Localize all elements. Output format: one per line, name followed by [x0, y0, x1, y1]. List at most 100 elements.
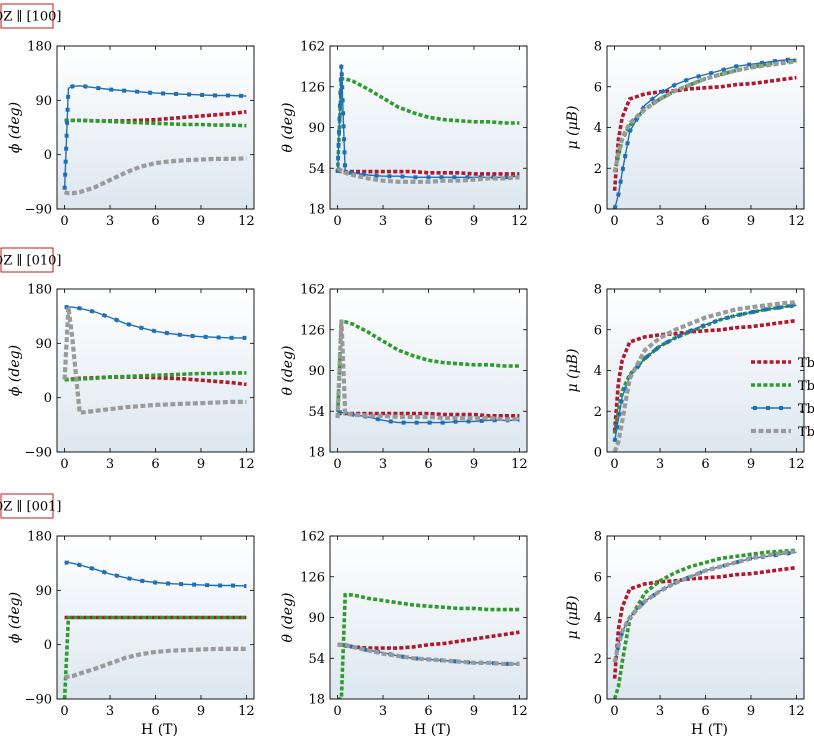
- y-axis-label: ϕ (deg): [7, 102, 23, 153]
- plot-frame: [56, 535, 255, 700]
- y-tick-label: 180: [27, 283, 52, 298]
- series-line-tb2: [335, 77, 520, 173]
- x-tick-label: 3: [656, 457, 664, 472]
- y-tick-label: 54: [308, 652, 325, 667]
- y-tick-label: −90: [25, 203, 52, 218]
- row-tag-label: OZ ∥ [001]: [0, 500, 61, 515]
- y-axis-label: θ (deg): [280, 345, 296, 395]
- x-tick-label: 9: [197, 704, 205, 719]
- y-tick-label: 4: [594, 121, 602, 136]
- series-group: [62, 560, 247, 699]
- x-tick-label: 12: [788, 457, 805, 472]
- x-tick-label: 12: [238, 457, 255, 472]
- plot-area: [57, 46, 254, 209]
- panel-mu-row3: 0 3 6 9 12 0 2 4 6 8 μ (μB) H (T): [565, 530, 805, 739]
- plot-frame: [56, 288, 255, 453]
- x-tick-label: 3: [656, 214, 664, 229]
- x-tick-label: 12: [511, 704, 528, 719]
- legend-entry-tb1: Tb1: [751, 356, 814, 371]
- x-tick-label: 12: [788, 704, 805, 719]
- plot-frame: [606, 45, 805, 210]
- row-tag: OZ ∥ [100]: [0, 3, 61, 29]
- y-axis-label: μ (μB): [565, 596, 581, 640]
- y-axis-label: θ (deg): [280, 592, 296, 642]
- series-markers-tb3: [64, 560, 247, 589]
- y-tick-label: 126: [300, 323, 325, 338]
- y-tick-label: 162: [300, 283, 325, 298]
- y-tick-label: 8: [594, 40, 602, 55]
- series-line-tb4: [612, 300, 797, 452]
- y-axis-label: ϕ (deg): [7, 345, 23, 396]
- x-tick-label: 12: [511, 214, 528, 229]
- row-tag-label: OZ ∥ [100]: [0, 10, 61, 25]
- x-tick-label: 3: [379, 457, 387, 472]
- y-tick-label: 2: [594, 652, 602, 667]
- x-tick-label: 3: [106, 457, 114, 472]
- x-tick-label: 6: [701, 457, 709, 472]
- series-line-tb3: [63, 85, 247, 190]
- x-tick-label: 9: [747, 214, 755, 229]
- y-tick-label: 6: [594, 323, 602, 338]
- x-tick-label: 9: [747, 457, 755, 472]
- row-tag: OZ ∥ [001]: [0, 493, 61, 519]
- x-tick-label: 6: [701, 704, 709, 719]
- plot-area: [607, 46, 804, 209]
- x-tick-label: 6: [424, 457, 432, 472]
- series-line-tb4: [336, 166, 520, 184]
- y-tick-label: 54: [308, 162, 325, 177]
- x-tick-label: 0: [60, 214, 68, 229]
- y-axis-label: θ (deg): [280, 102, 296, 152]
- y-axis-label: μ (μB): [565, 349, 581, 393]
- x-tick-label: 0: [610, 457, 618, 472]
- plot-frame: [329, 288, 528, 453]
- y-tick-label: −90: [25, 446, 52, 461]
- row-tag-box: [0, 3, 54, 29]
- y-tick-label: 2: [594, 405, 602, 420]
- y-tick-label: 18: [308, 693, 325, 708]
- y-tick-label: 18: [308, 446, 325, 461]
- legend-label: Tb3: [798, 402, 814, 417]
- series-line-tb1: [337, 168, 520, 176]
- series-line-tb4: [335, 319, 520, 422]
- series-line-tb1: [612, 318, 797, 432]
- x-tick-label: 6: [151, 214, 159, 229]
- panel-theta-row2: 0 3 6 9 12 18 54 90 126 162 θ (deg): [280, 283, 528, 473]
- x-tick-label: 0: [60, 457, 68, 472]
- y-tick-label: 126: [300, 570, 325, 585]
- plot-frame: [606, 288, 805, 453]
- x-tick-label: 0: [610, 214, 618, 229]
- y-axis-label: ϕ (deg): [7, 592, 23, 643]
- y-tick-label: 54: [308, 405, 325, 420]
- y-tick-label: 18: [308, 203, 325, 218]
- x-tick-label: 3: [106, 704, 114, 719]
- series-group: [62, 83, 247, 196]
- panel-phi-row3: 0 3 6 9 12 −90 0 90 180 ϕ (deg) H (T): [7, 530, 255, 739]
- row-tag: OZ ∥ [010]: [0, 247, 61, 273]
- y-tick-label: 0: [44, 391, 52, 406]
- plot-frame: [606, 535, 805, 700]
- y-tick-label: 126: [300, 80, 325, 95]
- series-line-tb4: [337, 642, 520, 667]
- series-group: [337, 593, 520, 699]
- y-tick-label: 90: [35, 584, 52, 599]
- x-tick-label: 6: [151, 704, 159, 719]
- plot-frame: [329, 45, 528, 210]
- series-markers-tb3: [612, 57, 797, 209]
- x-tick-label: 3: [656, 704, 664, 719]
- series-line-tb1: [612, 565, 797, 679]
- series-line-tb4: [612, 549, 797, 663]
- series-markers-tb3: [612, 303, 797, 443]
- y-tick-label: 162: [300, 40, 325, 55]
- series-line-tb4: [612, 59, 797, 173]
- y-tick-label: 90: [308, 364, 325, 379]
- x-tick-label: 9: [470, 704, 478, 719]
- x-tick-label: 6: [424, 214, 432, 229]
- plot-frame: [56, 45, 255, 210]
- panel-theta-row1: 0 3 6 9 12 18 54 90 126 162 θ (deg): [280, 40, 528, 230]
- y-axis-label: μ (μB): [565, 106, 581, 150]
- x-tick-label: 12: [238, 214, 255, 229]
- legend-label: Tb2: [798, 379, 814, 394]
- x-tick-label: 6: [151, 457, 159, 472]
- plot-area: [330, 289, 527, 452]
